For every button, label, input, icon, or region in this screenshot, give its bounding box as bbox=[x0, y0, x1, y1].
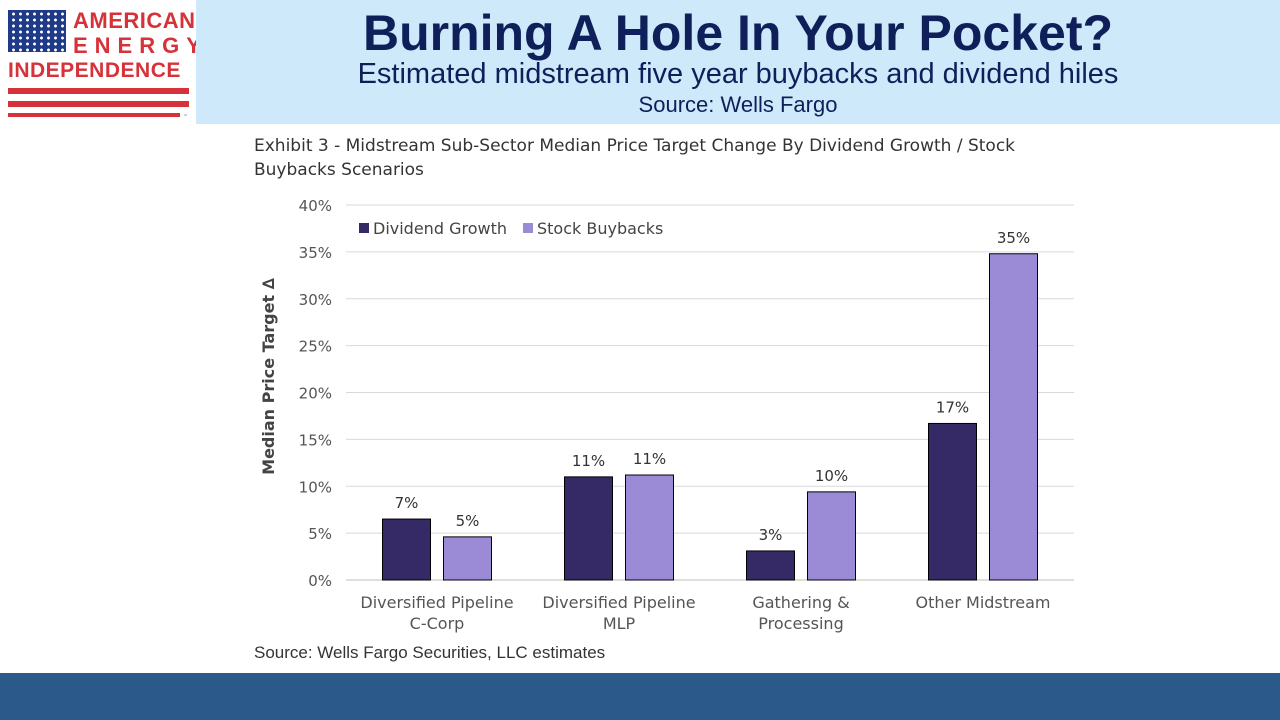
y-tick-label: 5% bbox=[308, 525, 332, 543]
y-tick-label: 40% bbox=[299, 197, 332, 215]
us-flag-icon bbox=[8, 10, 66, 52]
data-label: 7% bbox=[395, 494, 419, 512]
legend-label: Dividend Growth bbox=[373, 219, 507, 238]
logo-text-energy: ENERGY bbox=[73, 33, 208, 58]
y-tick-label: 20% bbox=[299, 385, 332, 403]
y-axis-label: Median Price Target ∆ bbox=[259, 277, 278, 475]
chart-source: Source: Wells Fargo Securities, LLC esti… bbox=[254, 643, 606, 662]
y-tick-label: 0% bbox=[308, 572, 332, 590]
legend-swatch bbox=[522, 223, 533, 233]
bar bbox=[928, 422, 977, 581]
bar bbox=[746, 550, 795, 581]
legend-label: Stock Buybacks bbox=[537, 219, 663, 238]
y-tick-label: 25% bbox=[299, 338, 332, 356]
logo: AMERICAN ENERGY INDEPENDENCE ™ bbox=[0, 0, 201, 124]
page-subtitle: Estimated midstream five year buybacks a… bbox=[357, 58, 1119, 90]
footer-bar bbox=[0, 673, 1280, 720]
bar bbox=[807, 491, 856, 581]
x-tick-label: MLP bbox=[603, 614, 636, 633]
x-tick-label: Processing bbox=[758, 614, 843, 633]
logo-stripe bbox=[8, 113, 180, 117]
page-title: Burning A Hole In Your Pocket? bbox=[362, 5, 1114, 61]
trademark-symbol: ™ bbox=[183, 114, 188, 120]
data-label: 10% bbox=[815, 467, 848, 485]
x-tick-label: Gathering & bbox=[752, 593, 849, 612]
x-tick-label: Diversified Pipeline bbox=[360, 593, 513, 612]
data-label: 11% bbox=[572, 452, 605, 470]
logo-text-american: AMERICAN bbox=[73, 8, 196, 33]
data-label: 35% bbox=[997, 229, 1030, 247]
logo-text-independence: INDEPENDENCE bbox=[8, 59, 181, 82]
data-label: 17% bbox=[936, 398, 969, 416]
data-label: 3% bbox=[759, 526, 783, 544]
logo-stripe bbox=[8, 88, 189, 94]
bar bbox=[443, 536, 492, 581]
bar-chart: 0% 5% 10% 15% 20% 25% 30% 35% 40% Median Price Ta… bbox=[259, 197, 1074, 633]
bar bbox=[382, 518, 431, 581]
legend-swatch bbox=[359, 223, 369, 233]
data-label: 11% bbox=[633, 450, 666, 468]
bar bbox=[564, 476, 613, 581]
y-tick-label: 10% bbox=[299, 478, 332, 496]
chart-title: Exhibit 3 - Midstream Sub-Sector Median … bbox=[254, 136, 1016, 180]
y-tick-label: 15% bbox=[299, 431, 332, 449]
bar bbox=[625, 474, 674, 581]
logo-stripe bbox=[8, 101, 189, 107]
x-tick-label: Diversified Pipeline bbox=[542, 593, 695, 612]
x-tick-label: C-Corp bbox=[410, 614, 465, 633]
data-label: 5% bbox=[456, 512, 480, 530]
y-tick-label: 35% bbox=[299, 244, 332, 262]
header-source: Source: Wells Fargo bbox=[638, 92, 838, 117]
bar bbox=[989, 253, 1038, 581]
y-tick-label: 30% bbox=[299, 291, 332, 309]
x-tick-label: Other Midstream bbox=[916, 593, 1051, 612]
header-banner: Burning A Hole In Your Pocket? Estimated… bbox=[196, 0, 1280, 124]
